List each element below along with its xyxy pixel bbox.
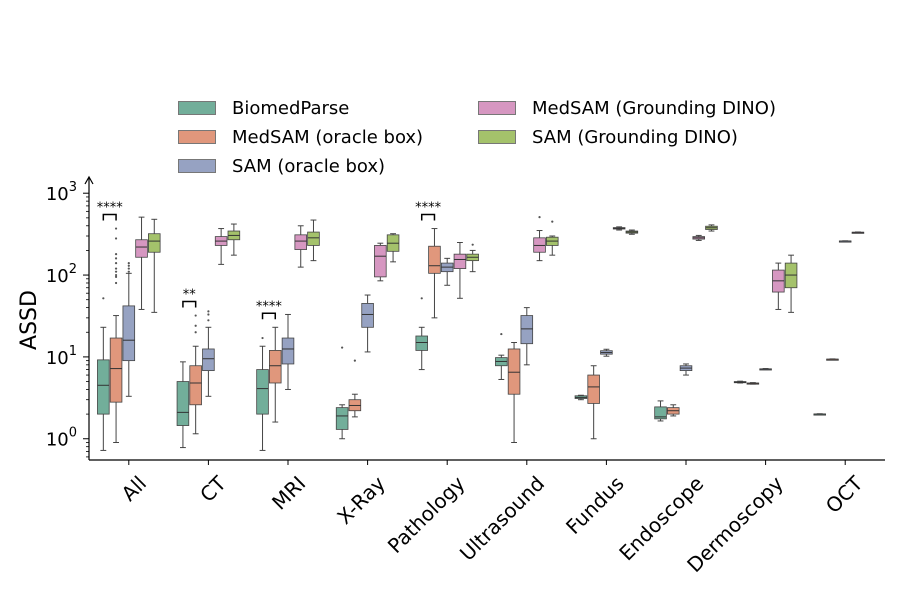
box-3-3-iqr-box (374, 245, 387, 278)
y-tick-label-3: 103 (46, 180, 77, 205)
box-2-1-iqr-box (202, 348, 215, 372)
box-3-4-iqr-box (453, 253, 467, 269)
legend-label-medsam-oracle: MedSAM (oracle box) (232, 126, 424, 148)
y-tick-label-2: 102 (46, 262, 77, 287)
box-1-1-flier-1 (194, 324, 197, 327)
box-2-5-iqr-box (520, 315, 534, 345)
box-0-4-iqr-box (415, 335, 428, 351)
box-1-0-iqr-box (109, 337, 123, 403)
box-0-2-flier-0 (261, 336, 264, 340)
box-0-3-flier-0 (341, 346, 344, 349)
box-2-0-flier-1 (127, 267, 130, 270)
x-tick-label-4: Pathology (383, 471, 470, 558)
legend: BiomedParse MedSAM (oracle box) SAM (ora… (178, 96, 818, 180)
y-tick-label-0: 100 (46, 426, 77, 451)
significance-label-2: **** (256, 299, 283, 314)
box-1-1-flier-2 (194, 314, 197, 317)
legend-label-biomedparse: BiomedParse (232, 97, 350, 119)
box-0-7-iqr-box (654, 406, 667, 420)
legend-item-biomedparse: BiomedParse (178, 97, 350, 119)
legend-swatch-sam-oracle (178, 159, 216, 173)
box-1-0-flier-0 (114, 281, 118, 285)
box-1-0-flier-7 (114, 253, 118, 256)
box-1-0-flier-9 (114, 227, 118, 230)
box-1-4-iqr-box (428, 245, 441, 274)
legend-item-sam-grounding-dino: SAM (Grounding DINO) (478, 126, 738, 148)
legend-swatch-medsam-oracle (178, 130, 216, 144)
x-tick-label-3: X-Ray (332, 471, 390, 529)
x-tick-label-9: OCT (821, 471, 868, 518)
y-axis-arrow (84, 175, 94, 185)
box-2-0-flier-3 (127, 261, 130, 265)
legend-label-sam-grounding-dino: SAM (Grounding DINO) (532, 126, 738, 148)
box-4-5-flier-0 (551, 220, 554, 223)
x-tick-label-0: All (117, 471, 152, 506)
box-0-3-iqr-box (335, 407, 349, 430)
box-1-0-flier-8 (114, 237, 118, 240)
legend-swatch-sam-grounding-dino (478, 130, 516, 144)
significance-label-1: ** (183, 288, 197, 303)
box-4-4-flier-0 (471, 243, 474, 246)
box-1-3-flier-0 (353, 359, 356, 362)
box-0-0-flier-0 (102, 297, 105, 300)
box-2-3-iqr-box (361, 303, 374, 328)
box-1-0-flier-1 (114, 275, 118, 278)
box-2-1-flier-1 (207, 313, 210, 316)
box-3-2-iqr-box (294, 234, 307, 250)
box-1-0-flier-2 (114, 273, 118, 277)
box-1-5-iqr-box (507, 348, 521, 395)
box-4-2-iqr-box (307, 231, 320, 246)
box-2-0-flier-2 (127, 264, 130, 267)
significance-bracket-2 (261, 312, 277, 320)
box-0-4-flier-0 (420, 297, 423, 300)
box-2-0-iqr-box (122, 305, 136, 362)
box-1-2-iqr-box (269, 350, 282, 384)
legend-item-sam-oracle: SAM (oracle box) (178, 155, 386, 177)
box-1-0-flier-6 (114, 257, 118, 260)
box-0-5-flier-0 (500, 332, 503, 336)
significance-label-0: **** (97, 201, 124, 216)
significance-bracket-1 (182, 300, 197, 308)
legend-label-medsam-grounding-dino: MedSAM (Grounding DINO) (532, 97, 776, 119)
y-tick-label-1: 101 (46, 344, 77, 369)
y-axis-label: ASSD (17, 290, 42, 350)
box-1-6-iqr-box (587, 374, 600, 404)
box-2-1-flier-0 (207, 319, 210, 322)
box-2-0-flier-0 (127, 270, 130, 273)
x-tick-label-5: Ultrasound (455, 471, 549, 565)
box-4-0-iqr-box (148, 233, 161, 253)
box-1-0-flier-3 (114, 270, 118, 273)
box-3-0-iqr-box (135, 239, 148, 258)
legend-swatch-medsam-grounding-dino (478, 101, 516, 115)
legend-item-medsam-oracle: MedSAM (oracle box) (178, 126, 424, 148)
significance-bracket-0 (102, 213, 117, 221)
box-0-0-iqr-box (97, 359, 110, 415)
box-0-2-iqr-box (256, 369, 269, 415)
box-2-2-iqr-box (281, 337, 295, 365)
box-1-1-iqr-box (189, 365, 202, 406)
legend-item-medsam-grounding-dino: MedSAM (Grounding DINO) (478, 97, 776, 119)
legend-label-sam-oracle: SAM (oracle box) (232, 155, 386, 177)
legend-swatch-biomedparse (178, 101, 216, 115)
box-2-1-flier-2 (207, 310, 210, 313)
box-1-0-flier-5 (114, 261, 118, 265)
x-tick-label-6: Fundus (561, 471, 629, 539)
box-3-5-flier-0 (538, 216, 541, 219)
box-1-1-flier-0 (194, 331, 197, 334)
x-tick-label-1: CT (195, 471, 231, 507)
box-1-0-flier-4 (114, 267, 118, 270)
significance-label-3: **** (415, 201, 442, 216)
box-0-1-iqr-box (176, 381, 190, 426)
significance-bracket-3 (420, 213, 436, 221)
x-tick-label-2: MRI (267, 471, 310, 514)
